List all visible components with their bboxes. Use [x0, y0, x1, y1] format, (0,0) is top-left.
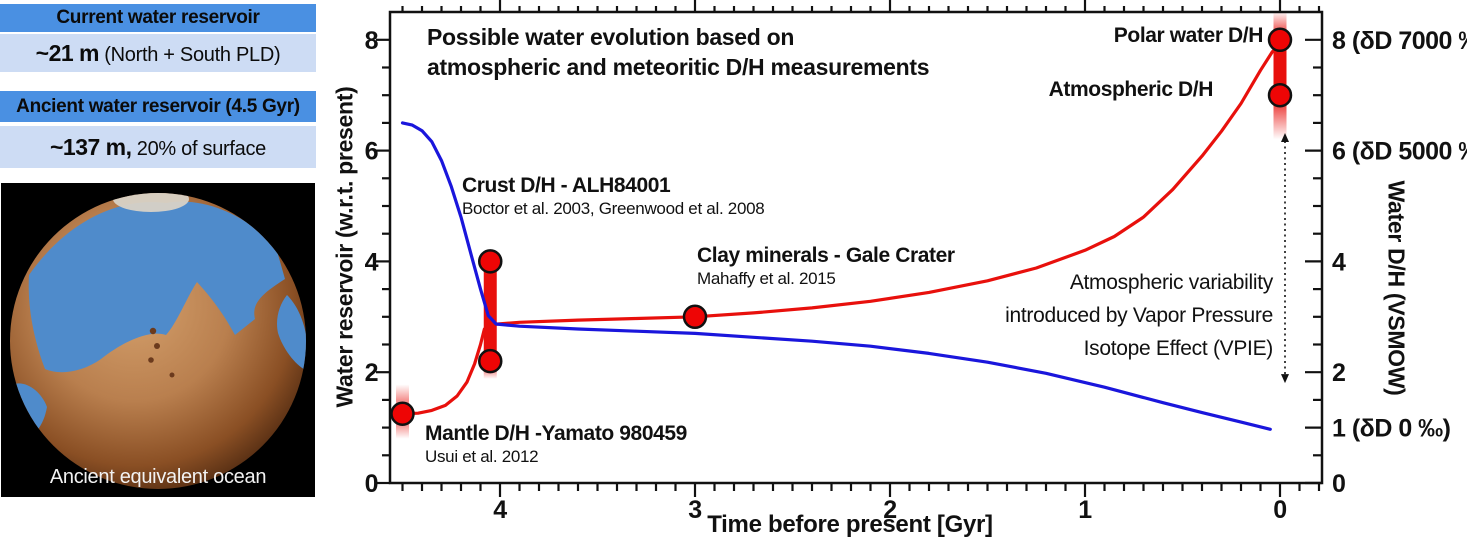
mars-globe-svg [1, 183, 315, 497]
current-reservoir-value: ~21 m (North + South PLD) [0, 34, 316, 72]
ancient-ocean-overlay [10, 193, 306, 438]
y-right-tick-label-8: 8 (δD 7000 ‰) [1332, 27, 1467, 55]
x-tick-label-2: 2 [883, 496, 896, 524]
current-reservoir-amount: ~21 m [35, 39, 100, 66]
plot-frame [388, 10, 1324, 485]
data-point-clay [682, 304, 708, 330]
y-left-tick-label-2: 2 [365, 359, 378, 387]
current-reservoir-detail: (North + South PLD) [99, 43, 281, 66]
current-reservoir-header-text: Current water reservoir [56, 7, 260, 28]
current-reservoir-header: Current water reservoir [0, 4, 316, 32]
y-right-tick-label-6: 6 (δD 5000 ‰) [1332, 138, 1467, 166]
ancient-reservoir-amount: ~137 m, [49, 133, 132, 160]
series-curve-1 [400, 121, 1272, 431]
x-tick-label-1: 1 [1078, 496, 1092, 524]
mars-globe-image: Ancient equivalent ocean [1, 183, 315, 497]
ancient-reservoir-value: ~137 m, 20% of surface [0, 126, 316, 168]
y-left-tick-label-8: 8 [365, 27, 379, 55]
x-tick-label-0: 0 [1273, 496, 1286, 524]
y-right-tick-label-4: 4 [1332, 248, 1346, 276]
y-right-tick-label-2: 2 [1332, 359, 1345, 387]
y-left-tick-label-4: 4 [365, 248, 379, 276]
series-curve-0 [400, 42, 1282, 416]
data-point-crust_lower [478, 348, 503, 374]
y-left-tick-label-0: 0 [365, 470, 378, 498]
vpie-arrowhead-up [1281, 132, 1289, 142]
y-left-tick-label-6: 6 [365, 138, 378, 166]
ancient-reservoir-detail: 20% of surface [131, 137, 267, 160]
ancient-reservoir-header: Ancient water reservoir (4.5 Gyr) [0, 91, 316, 122]
data-point-crust_upper [478, 249, 503, 274]
y-right-tick-label-1: 1 (δD 0 ‰) [1332, 415, 1451, 443]
vpie-arrowhead-down [1281, 374, 1289, 384]
data-point-polar [1267, 27, 1293, 53]
globe-caption: Ancient equivalent ocean [49, 466, 267, 488]
data-point-atmospheric [1267, 82, 1293, 108]
y-right-tick-label-0: 0 [1332, 470, 1345, 498]
x-tick-label-4: 4 [493, 496, 507, 524]
data-point-mantle [390, 401, 415, 426]
x-tick-label-3: 3 [688, 496, 701, 524]
ancient-reservoir-header-text: Ancient water reservoir (4.5 Gyr) [16, 95, 300, 117]
left-info-panel: Current water reservoir ~21 m (North + S… [0, 0, 316, 540]
